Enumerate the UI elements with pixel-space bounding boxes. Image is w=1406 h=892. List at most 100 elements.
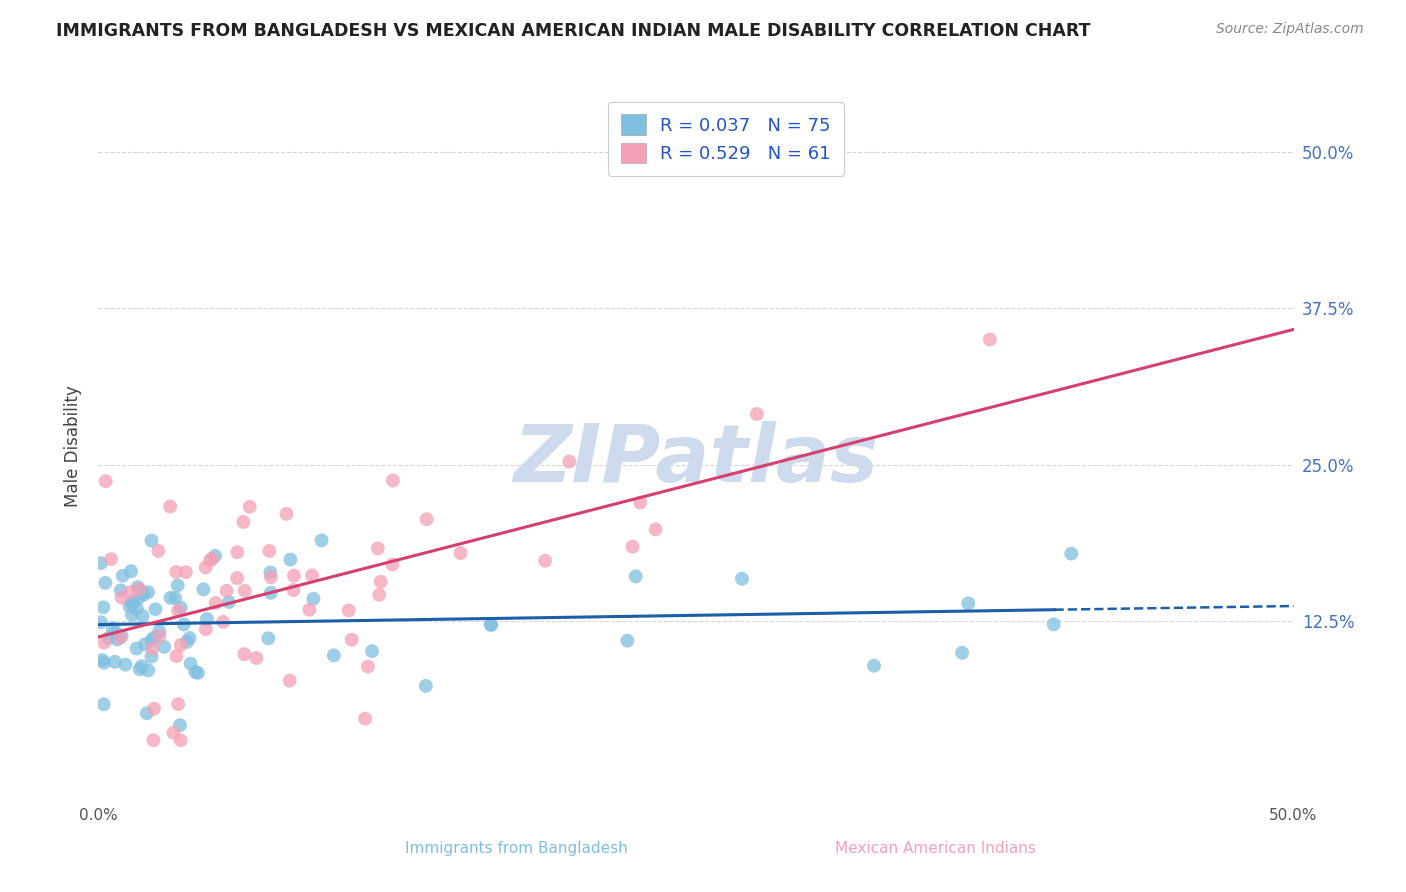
Point	[415, 679, 437, 693]
Legend: R = 0.037   N = 75, R = 0.529   N = 61: R = 0.037 N = 75, R = 0.529 N = 61	[609, 102, 844, 176]
Point	[148, 624, 170, 639]
Point	[141, 641, 163, 656]
Point	[94, 474, 117, 488]
Point	[125, 641, 148, 656]
Point	[616, 633, 638, 648]
Point	[276, 507, 298, 521]
Point	[118, 599, 141, 614]
Point	[91, 653, 114, 667]
Point	[131, 585, 153, 599]
Point	[141, 633, 163, 648]
Point	[357, 659, 380, 673]
Point	[298, 603, 321, 617]
Point	[624, 569, 647, 583]
Point	[628, 495, 651, 509]
Point	[165, 565, 187, 579]
Point	[134, 637, 156, 651]
Point	[90, 556, 112, 570]
Point	[176, 635, 198, 649]
Point	[148, 544, 170, 558]
Point	[120, 585, 142, 599]
Point	[179, 631, 201, 645]
Point	[1060, 547, 1083, 561]
Point	[302, 591, 325, 606]
Point	[141, 533, 163, 548]
Point	[479, 617, 502, 632]
Y-axis label: Male Disability: Male Disability	[63, 385, 82, 507]
Point	[128, 582, 150, 596]
Point	[200, 553, 222, 567]
Point	[311, 533, 333, 548]
Point	[283, 568, 305, 582]
Point	[534, 554, 557, 568]
Point	[120, 564, 142, 578]
Point	[479, 618, 502, 632]
Point	[135, 706, 157, 721]
Point	[145, 602, 167, 616]
Point	[260, 570, 283, 584]
Point	[283, 582, 305, 597]
Point	[132, 588, 155, 602]
Point	[278, 673, 301, 688]
Point	[450, 546, 472, 560]
Point	[340, 632, 363, 647]
Text: IMMIGRANTS FROM BANGLADESH VS MEXICAN AMERICAN INDIAN MALE DISABILITY CORRELATIO: IMMIGRANTS FROM BANGLADESH VS MEXICAN AM…	[56, 22, 1091, 40]
Point	[121, 595, 143, 609]
Point	[159, 500, 181, 514]
Point	[110, 631, 132, 645]
Point	[153, 640, 176, 654]
Point	[381, 558, 404, 572]
Point	[93, 698, 115, 712]
Point	[121, 596, 143, 610]
Point	[142, 631, 165, 645]
Point	[381, 474, 404, 488]
Point	[212, 615, 235, 629]
Point	[128, 662, 150, 676]
Point	[233, 647, 256, 661]
Point	[957, 596, 980, 610]
Point	[105, 632, 128, 647]
Point	[174, 565, 197, 579]
Point	[367, 541, 389, 556]
Point	[111, 568, 134, 582]
Point	[127, 580, 149, 594]
Point	[1042, 617, 1064, 632]
Point	[193, 582, 215, 597]
Point	[159, 591, 181, 605]
Point	[93, 656, 115, 670]
Point	[322, 648, 344, 663]
Point	[239, 500, 262, 514]
Text: Mexican American Indians: Mexican American Indians	[835, 841, 1035, 855]
Point	[361, 644, 384, 658]
Point	[169, 718, 191, 732]
Point	[173, 617, 195, 632]
Point	[127, 591, 149, 606]
Point	[245, 651, 267, 665]
Point	[232, 515, 254, 529]
Point	[167, 697, 190, 711]
Point	[97, 631, 120, 645]
Point	[110, 629, 132, 643]
Point	[165, 591, 187, 605]
Point	[415, 512, 437, 526]
Point	[863, 658, 886, 673]
Point	[94, 575, 117, 590]
Point	[950, 646, 973, 660]
Point	[148, 629, 170, 643]
Text: ZIPatlas: ZIPatlas	[513, 421, 879, 500]
Point	[110, 583, 132, 598]
Point	[136, 664, 159, 678]
Point	[195, 612, 218, 626]
Point	[100, 552, 122, 566]
Text: Immigrants from Bangladesh: Immigrants from Bangladesh	[405, 841, 628, 855]
Point	[731, 572, 754, 586]
Point	[260, 586, 283, 600]
Point	[170, 638, 193, 652]
Point	[558, 454, 581, 468]
Point	[257, 632, 280, 646]
Point	[204, 549, 226, 563]
Point	[170, 600, 193, 615]
Point	[166, 578, 188, 592]
Point	[165, 648, 187, 663]
Point	[187, 665, 209, 680]
